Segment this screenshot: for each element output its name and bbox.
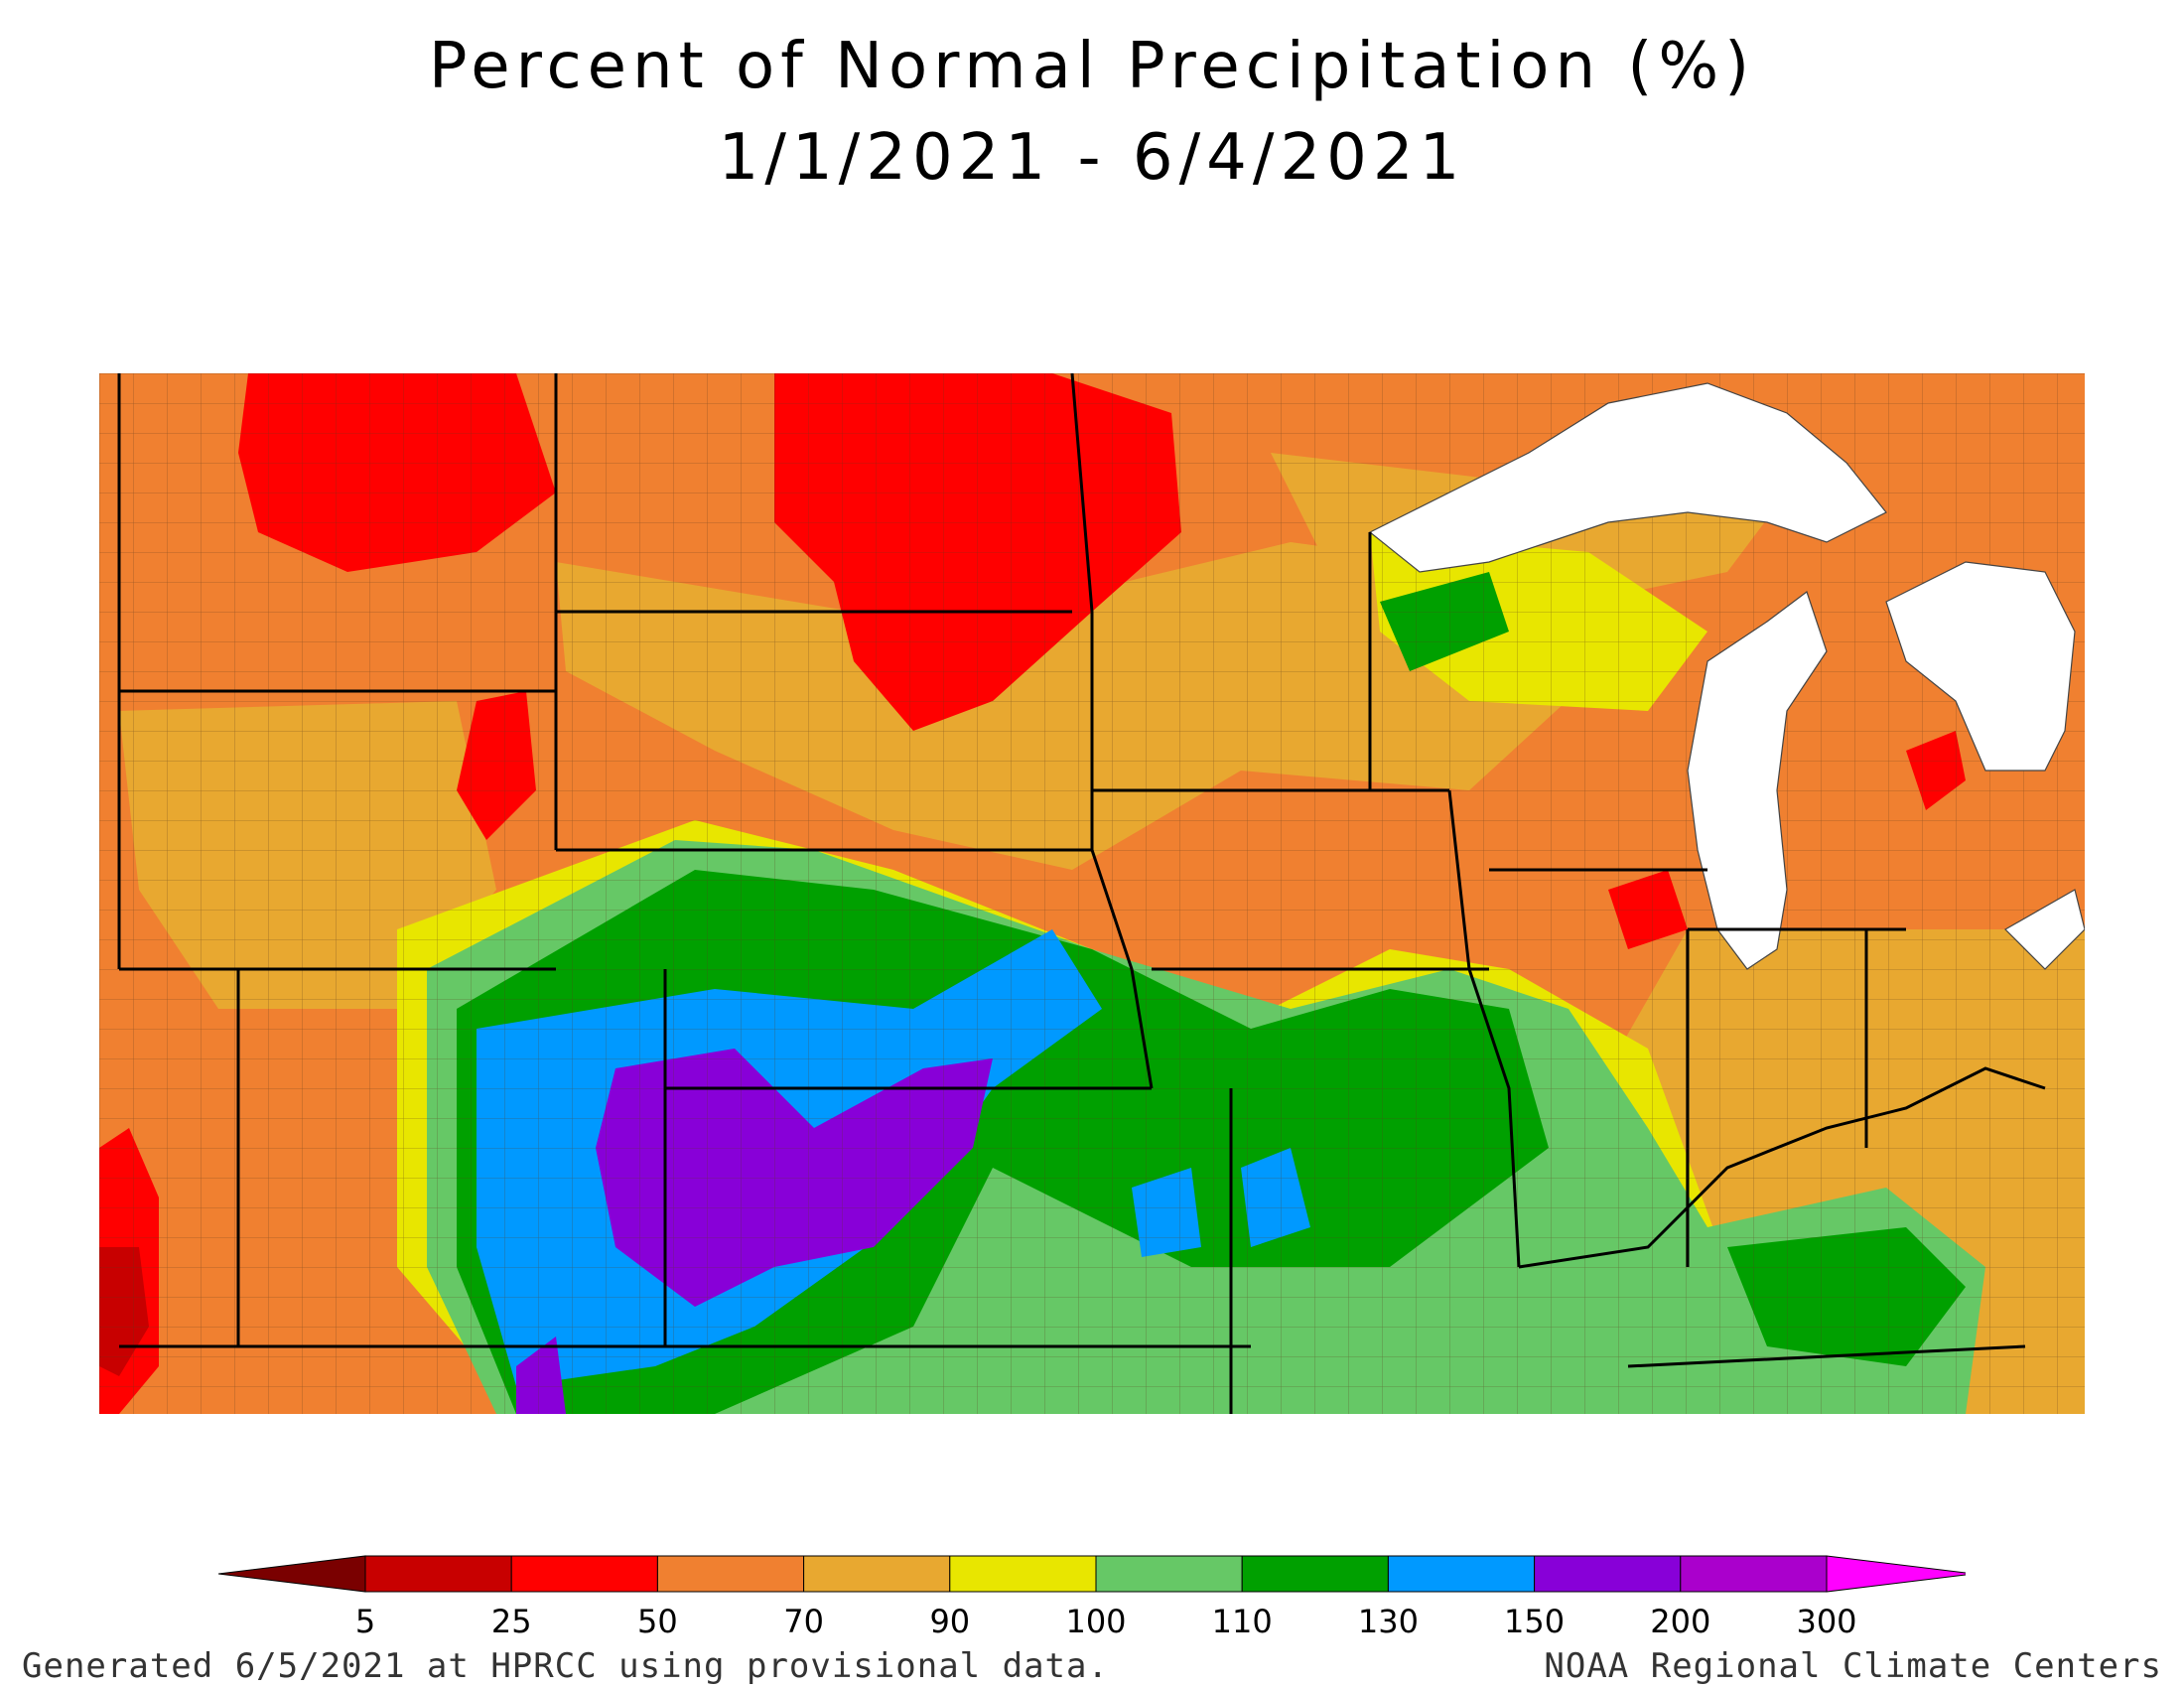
- legend-arrow-low: [218, 1555, 366, 1593]
- legend-swatch: [1387, 1555, 1536, 1593]
- legend-arrow-high: [1826, 1555, 1966, 1593]
- legend-swatch: [510, 1555, 658, 1593]
- source-credit: NOAA Regional Climate Centers: [1544, 1646, 2162, 1686]
- legend-swatch: [949, 1555, 1097, 1593]
- legend-swatch: [1680, 1555, 1828, 1593]
- color-legend: [218, 1555, 1966, 1593]
- precipitation-map: [99, 373, 2085, 1414]
- legend-tick-label: 25: [490, 1603, 532, 1640]
- map-title: Percent of Normal Precipitation (%): [428, 30, 1756, 103]
- legend-tick-label: 100: [1065, 1603, 1127, 1640]
- legend-swatch: [1534, 1555, 1682, 1593]
- legend-tick-label: 130: [1357, 1603, 1419, 1640]
- lake-erie: [2004, 889, 2085, 970]
- legend-swatch: [656, 1555, 805, 1593]
- lake-huron: [1885, 561, 2076, 772]
- legend-swatch: [803, 1555, 951, 1593]
- legend-swatch: [1095, 1555, 1243, 1593]
- legend-tick-label: 150: [1504, 1603, 1566, 1640]
- legend-swatch: [364, 1555, 512, 1593]
- legend-tick-label: 70: [783, 1603, 824, 1640]
- state-borders: [117, 373, 2046, 1414]
- legend-tick-label: 90: [929, 1603, 971, 1640]
- map-date-range: 1/1/2021 - 6/4/2021: [718, 121, 1466, 195]
- generated-note: Generated 6/5/2021 at HPRCC using provis…: [22, 1646, 1109, 1686]
- legend-tick-label: 50: [637, 1603, 678, 1640]
- legend-tick-label: 300: [1796, 1603, 1857, 1640]
- lake-michigan: [1687, 591, 1828, 970]
- legend-swatch: [1241, 1555, 1389, 1593]
- legend-tick-label: 110: [1211, 1603, 1273, 1640]
- legend-tick-label: 5: [354, 1603, 376, 1640]
- legend-tick-label: 200: [1650, 1603, 1711, 1640]
- lake-superior: [1368, 382, 1887, 573]
